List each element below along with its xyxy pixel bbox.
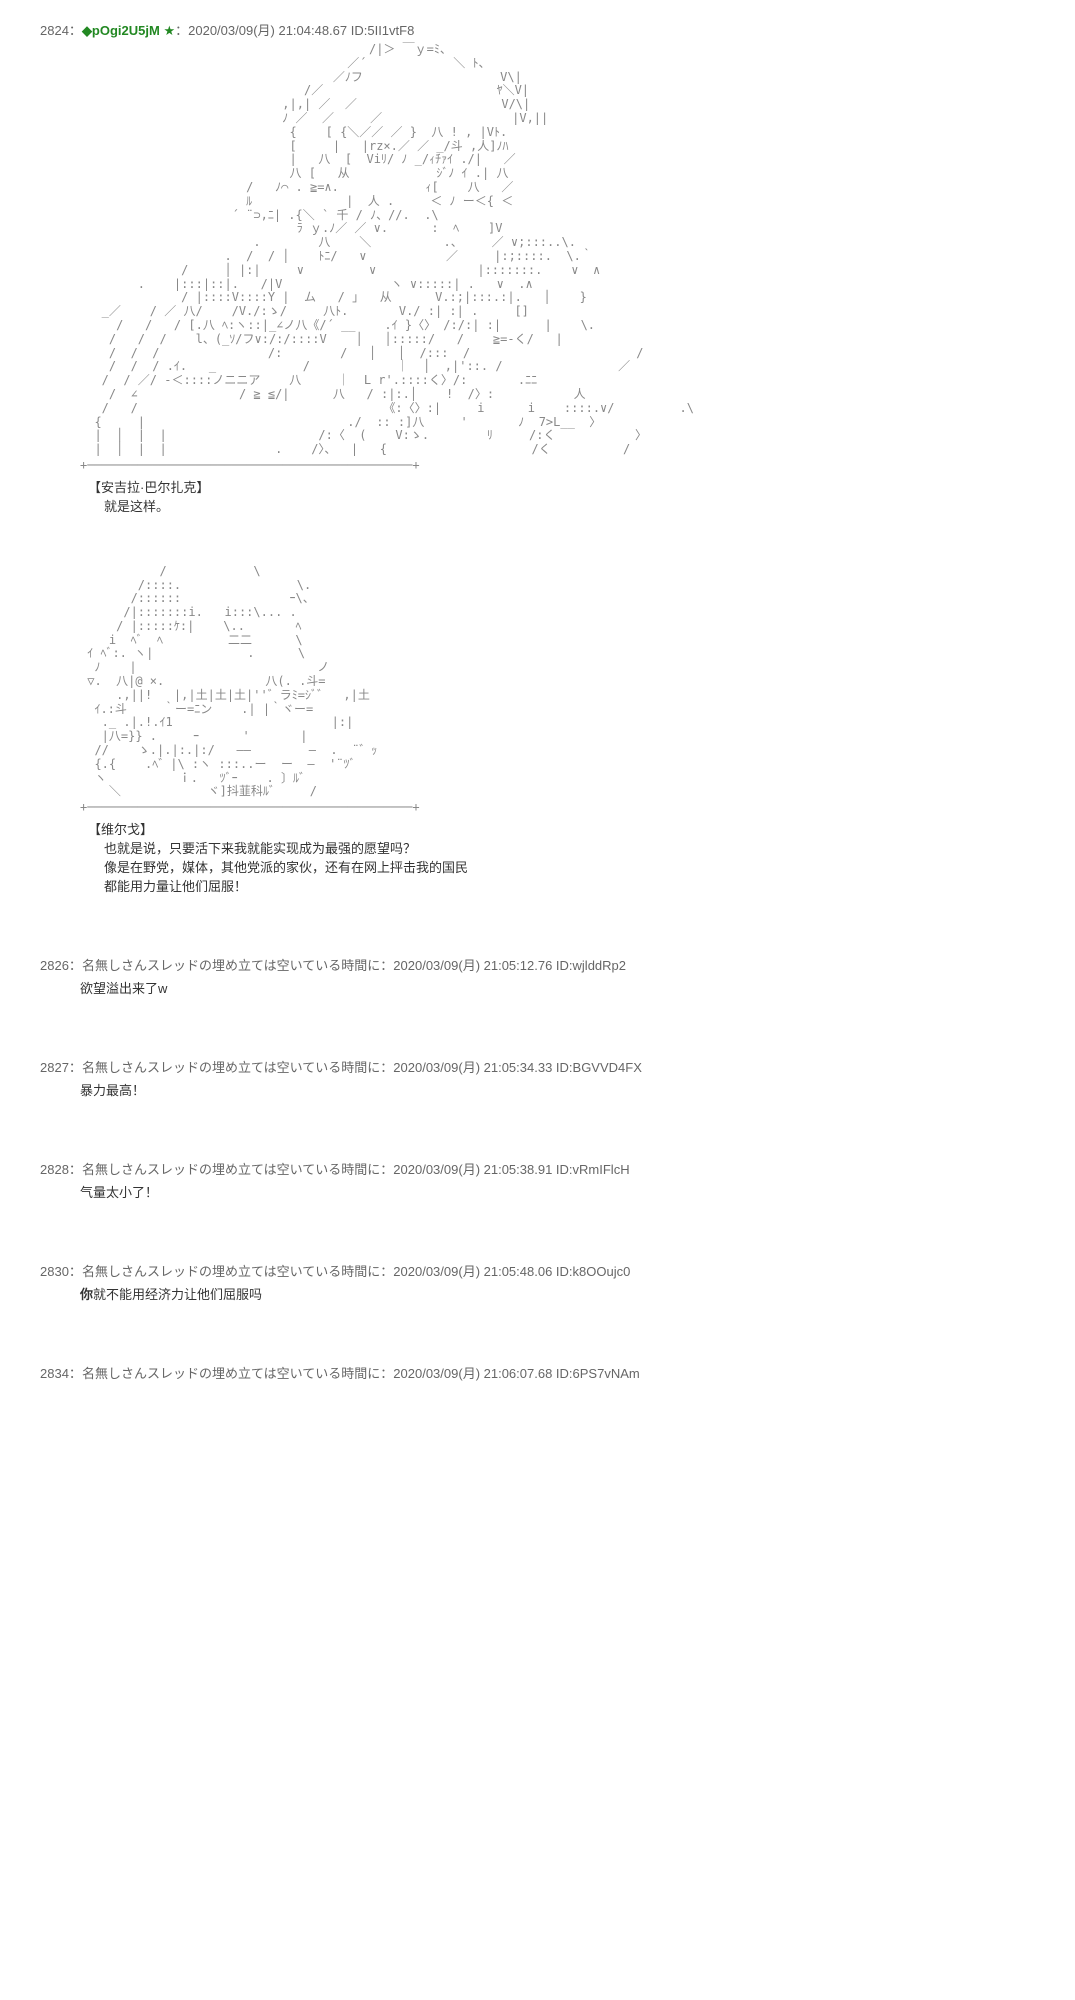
dialogue-line: 像是在野党，媒体，其他党派的家伙，还有在网上抨击我的国民 [104,857,1035,876]
anon-name: 名無しさんスレッドの埋め立ては空いている時間に [82,958,380,973]
post: 2824：◆pOgi2U5jM ★：2020/03/09(月) 21:04:48… [40,20,1035,895]
anon-name: 名無しさんスレッドの埋め立ては空いている時間に [82,1060,380,1075]
dialogue-line: 都能用力量让他们屈服！ [104,876,1035,895]
dialogue-line: 也就是说，只要活下来我就能实现成为最强的愿望吗？ [104,838,1035,857]
post-meta: ：2020/03/09(月) 21:05:38.91 ID:vRmIFlcH [380,1162,629,1177]
speaker-name: 【维尔戈】 [88,819,1035,838]
post-header: 2828：名無しさんスレッドの埋め立ては空いている時間に：2020/03/09(… [40,1159,1035,1178]
post-number: 2824 [40,23,69,38]
post-number: 2826 [40,958,69,973]
colon: ： [69,1264,82,1279]
colon: ： [69,1162,82,1177]
post-header: 2826：名無しさんスレッドの埋め立ては空いている時間に：2020/03/09(… [40,955,1035,974]
divider-rule: +───────────────────────────────────────… [80,459,1035,473]
post-number: 2827 [40,1060,69,1075]
anon-name: 名無しさんスレッドの埋め立ては空いている時間に [82,1366,380,1381]
post-number: 2828 [40,1162,69,1177]
post: 2830：名無しさんスレッドの埋め立ては空いている時間に：2020/03/09(… [40,1261,1035,1303]
post-body: 欲望溢出来了w [80,978,1035,997]
ascii-art: / \ /::::. \. /:::::: ｰ\、 /|:::::::i. i:… [80,565,1035,800]
dialogue-text: 也就是说，只要活下来我就能实现成为最强的愿望吗？ 像是在野党，媒体，其他党派的家… [104,838,1035,895]
post-meta: ：2020/03/09(月) 21:05:34.33 ID:BGVVD4FX [380,1060,642,1075]
post-meta: ：2020/03/09(月) 21:05:12.76 ID:wjlddRp2 [380,958,626,973]
colon: ： [69,1060,82,1075]
colon: ： [69,23,82,38]
divider-rule: +───────────────────────────────────────… [80,801,1035,815]
body-text: 就不能用经济力让他们屈服吗 [93,1287,262,1302]
post-body: 气量太小了！ [80,1182,1035,1201]
dialogue-text: 就是这样。 [104,496,1035,515]
post-meta: ：2020/03/09(月) 21:05:48.06 ID:k8OOujc0 [380,1264,630,1279]
post-body: /|＞ ￣ｙ=ﾐ、 ／´ ＼ ﾄ、 ／ﾉフ V\| /／ ﾔ＼V| [80,43,1035,895]
post-number: 2834 [40,1366,69,1381]
post-body: 你就不能用经济力让他们屈服吗 [80,1284,1035,1303]
post: 2826：名無しさんスレッドの埋め立ては空いている時間に：2020/03/09(… [40,955,1035,997]
post-header: 2834：名無しさんスレッドの埋め立ては空いている時間に：2020/03/09(… [40,1363,1035,1382]
post: 2827：名無しさんスレッドの埋め立ては空いている時間に：2020/03/09(… [40,1057,1035,1099]
post-header: 2824：◆pOgi2U5jM ★：2020/03/09(月) 21:04:48… [40,20,1035,39]
emphasis: 你 [80,1287,93,1302]
anon-name: 名無しさんスレッドの埋め立ては空いている時間に [82,1162,380,1177]
tripcode[interactable]: ◆pOgi2U5jM [82,23,160,38]
ascii-art: /|＞ ￣ｙ=ﾐ、 ／´ ＼ ﾄ、 ／ﾉフ V\| /／ ﾔ＼V| [80,43,1035,457]
speaker-name: 【安吉拉·巴尔扎克】 [88,477,1035,496]
colon: ： [69,1366,82,1381]
colon: ： [69,958,82,973]
post-meta: ：2020/03/09(月) 21:04:48.67 ID:5II1vtF8 [175,23,414,38]
post-meta: ：2020/03/09(月) 21:06:07.68 ID:6PS7vNAm [380,1366,639,1381]
post-number: 2830 [40,1264,69,1279]
post-header: 2830：名無しさんスレッドの埋め立ては空いている時間に：2020/03/09(… [40,1261,1035,1280]
post: 2828：名無しさんスレッドの埋め立ては空いている時間に：2020/03/09(… [40,1159,1035,1201]
star-icon: ★ [163,23,175,38]
post-header: 2827：名無しさんスレッドの埋め立ては空いている時間に：2020/03/09(… [40,1057,1035,1076]
post: 2834：名無しさんスレッドの埋め立ては空いている時間に：2020/03/09(… [40,1363,1035,1382]
post-body: 暴力最高！ [80,1080,1035,1099]
anon-name: 名無しさんスレッドの埋め立ては空いている時間に [82,1264,380,1279]
